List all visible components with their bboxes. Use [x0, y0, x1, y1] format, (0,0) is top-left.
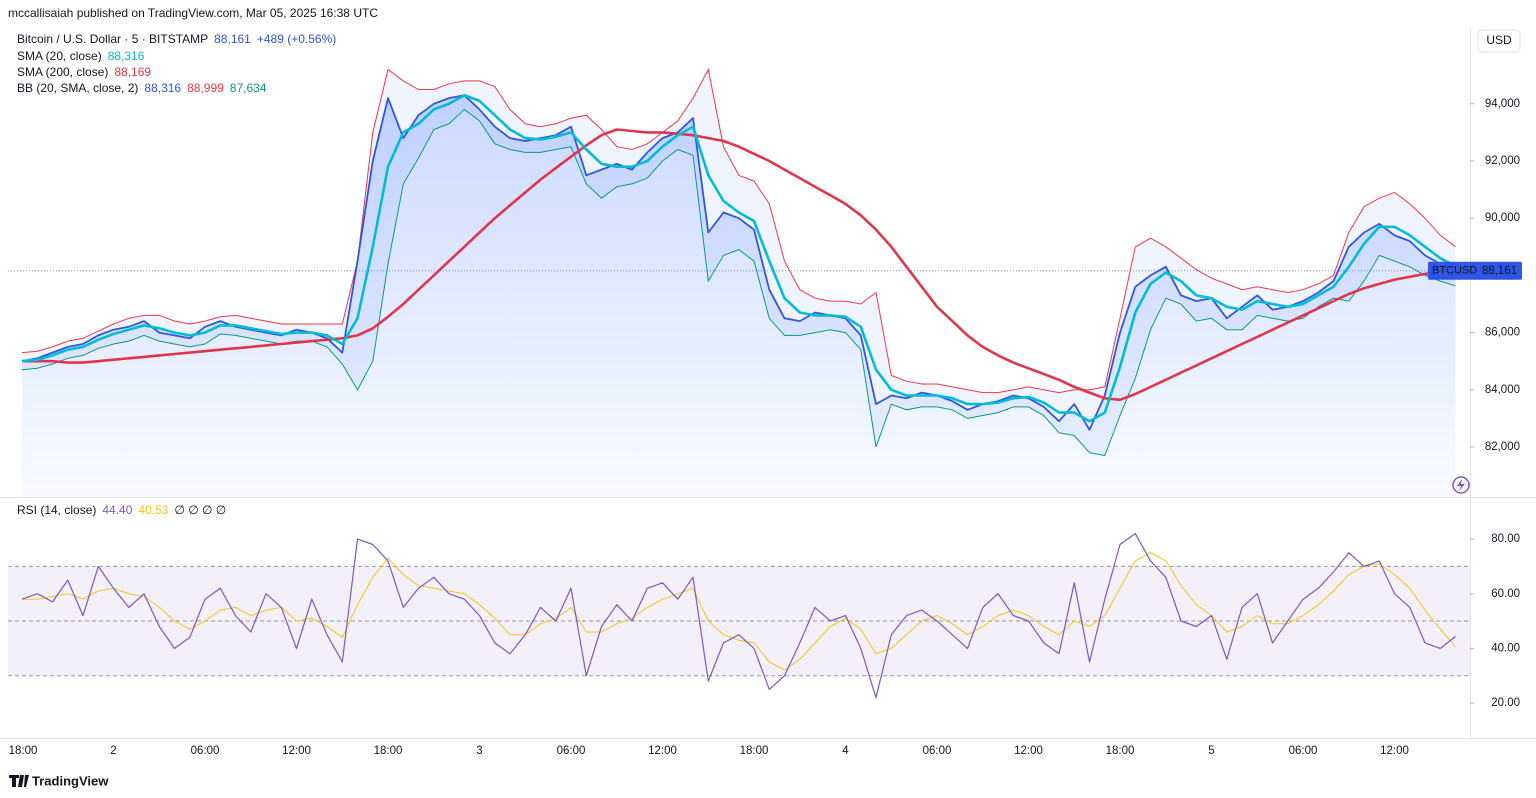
x-tick-label: 2: [110, 745, 116, 757]
y-tick-label: 84,000: [1485, 384, 1520, 396]
footer-brand: TradingView: [32, 773, 109, 788]
series-line: [21, 94, 1456, 431]
legend-bb: BB (20, SMA, close, 2) 88,316 88,999 87,634: [17, 81, 267, 95]
legend-name: RSI (14, close): [17, 503, 96, 517]
y-tick-label: 60.00: [1491, 588, 1520, 600]
legend-name: SMA (200, close): [17, 65, 108, 79]
legend-value: 44.40: [102, 503, 132, 517]
legend-extra: ∅ ∅ ∅ ∅: [174, 503, 226, 517]
x-tick-label: 18:00: [740, 745, 769, 757]
legend-value: 88,999: [187, 81, 224, 95]
legend-sma20: SMA (20, close) 88,316: [17, 49, 145, 63]
legend-value: 87,634: [230, 81, 267, 95]
series-line: [21, 533, 1456, 699]
x-tick-label: 12:00: [648, 745, 677, 757]
x-tick-label: 06:00: [1289, 745, 1318, 757]
x-tick-label: 06:00: [923, 745, 952, 757]
price-area: [22, 95, 1456, 497]
currency-button[interactable]: [1477, 29, 1521, 53]
legend-value: 88,316: [108, 49, 145, 63]
series-line: [22, 128, 1456, 402]
last-price: 88,161: [214, 32, 251, 46]
y-tick-label: 94,000: [1485, 98, 1520, 110]
x-tick-label: 06:00: [191, 745, 220, 757]
y-tick-label: 82,000: [1485, 441, 1520, 453]
header: mccallisaiah published on TradingView.co…: [8, 6, 378, 20]
series-line: [21, 93, 1457, 423]
ticker-tag: BTCUSD: [1432, 265, 1477, 277]
y-tick-label: 40.00: [1491, 642, 1520, 654]
legend-name: BB (20, SMA, close, 2): [17, 81, 138, 95]
footer-logo: [9, 775, 29, 787]
x-tick-label: 18:00: [9, 745, 38, 757]
legend-value: 88,316: [144, 81, 181, 95]
legend-symbol: Bitcoin / U.S. Dollar · 5 · BITSTAMP 88,1…: [17, 32, 336, 46]
legend-sma200: SMA (200, close) 88,169: [17, 65, 151, 79]
y-tick-label: 92,000: [1485, 155, 1520, 167]
y-tick-label: 80.00: [1491, 533, 1520, 545]
plot: 82,000 84,000 86,000 90,000 92,000 94,000 BTCU…: [8, 68, 1522, 757]
legend-value: 88,169: [114, 65, 151, 79]
x-tick-label: 4: [842, 745, 849, 757]
x-tick-label: 12:00: [1014, 745, 1043, 757]
y-tick-label: 90,000: [1485, 212, 1520, 224]
price-change: +489 (+0.56%): [257, 32, 336, 46]
last-price-label: 88,161: [1482, 265, 1517, 277]
y-tick-label: 86,000: [1485, 327, 1520, 339]
last-price-tag: [1428, 261, 1522, 280]
x-tick-label: 12:00: [282, 745, 311, 757]
legend-name: SMA (20, close): [17, 49, 102, 63]
x-tick-label: 06:00: [557, 745, 586, 757]
bb-lower: [21, 108, 1456, 457]
legend-value: 40.53: [138, 503, 168, 517]
x-tick-label: 3: [476, 745, 482, 757]
y-tick-label: 20.00: [1491, 697, 1520, 709]
currency-label[interactable]: USD: [1486, 33, 1512, 47]
alert-icon[interactable]: [1452, 476, 1470, 494]
symbol-name: Bitcoin / U.S. Dollar · 5 · BITSTAMP: [17, 32, 208, 46]
x-tick-label: 18:00: [374, 745, 403, 757]
x-tick-label: 5: [1208, 745, 1214, 757]
series-line: [22, 552, 1456, 671]
legend-rsi: RSI (14, close) 44.40 40.53 ∅ ∅ ∅ ∅: [17, 503, 226, 517]
bb-upper: [21, 68, 1456, 394]
alert-icon-bolt[interactable]: [1457, 479, 1465, 491]
x-tick-label: 18:00: [1106, 745, 1135, 757]
x-tick-label: 12:00: [1380, 745, 1409, 757]
